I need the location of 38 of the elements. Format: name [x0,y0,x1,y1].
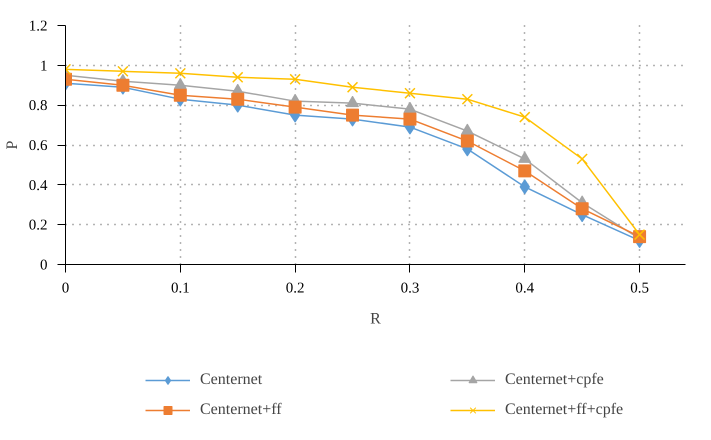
y-axis-title: P [4,140,21,150]
point [576,202,589,216]
point [519,111,530,123]
y-tick-label: 0.4 [28,178,48,194]
y-tick-label: 1.2 [28,18,48,34]
point [346,108,360,122]
point [404,88,416,99]
y-tick-label: 1 [40,58,48,74]
y-tick-label: 0.8 [28,98,48,114]
point [289,74,301,85]
point [174,88,187,102]
x-tick-label: 0.1 [170,280,190,296]
y-tick-label: 0 [40,258,48,274]
x-tick-label: 0 [62,280,70,296]
point [518,164,532,178]
point [634,228,646,240]
point [460,134,474,148]
y-tick-label: 0.2 [28,218,48,234]
x-axis-title: R [370,310,382,328]
legend-label: Centernet+cpfe [505,371,605,389]
legend-label: Centernet [200,371,264,389]
x-tick-label: 0.4 [515,280,535,296]
point [576,153,588,165]
point [462,93,474,105]
point [403,112,416,126]
x-tick-label: 0.3 [400,280,420,296]
point [117,66,129,78]
point [231,92,244,106]
legend-label: Centernet+ff [200,401,283,419]
point [232,72,244,83]
legend-label: Centernet+ff+cpfe [505,401,624,419]
x-tick-label: 0.2 [286,280,305,296]
point [174,68,186,79]
x-tick-label: 0.5 [630,280,649,296]
point [346,82,358,93]
y-tick-label: 0.6 [28,138,48,154]
point [116,78,130,92]
point [288,100,302,114]
